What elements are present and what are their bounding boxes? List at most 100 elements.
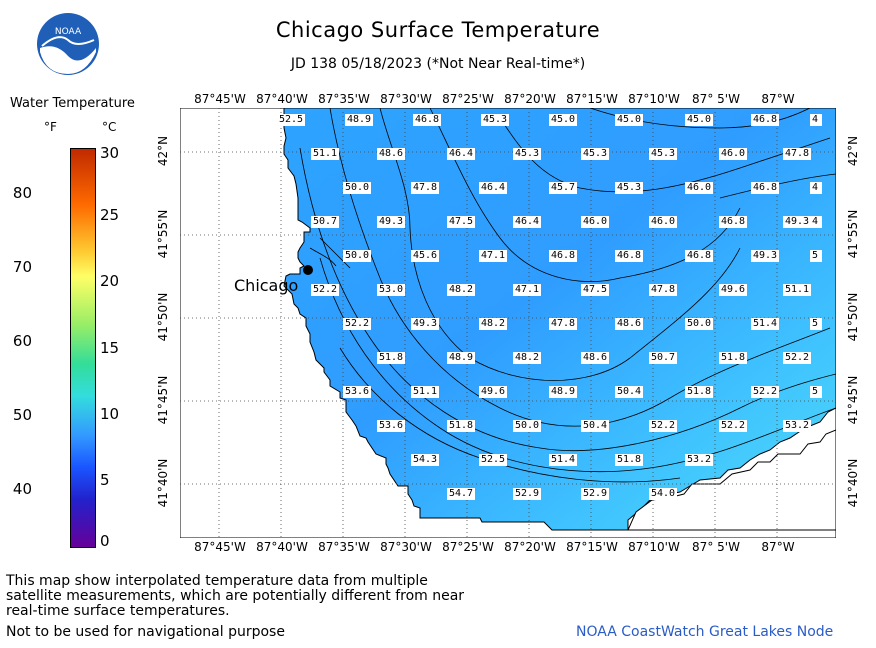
- noaa-logo: NOAA: [36, 12, 100, 76]
- temperature-value: 48.9: [549, 386, 578, 398]
- temperature-value: 52.2: [751, 386, 780, 398]
- lat-label: 41°55'N: [846, 209, 860, 259]
- lon-label: 87° 5'W: [692, 540, 740, 554]
- temperature-value: 4: [810, 114, 822, 126]
- legend-tick-c: 20: [100, 272, 120, 290]
- graticule: [180, 108, 836, 538]
- temperature-value: 46.8: [413, 114, 442, 126]
- temperature-value: 46.4: [479, 182, 508, 194]
- temperature-value: 50.0: [513, 420, 542, 432]
- lat-label: 41°50'N: [846, 292, 860, 342]
- disclaimer-text: This map show interpolated temperature d…: [6, 573, 465, 619]
- temperature-value: 45.0: [615, 114, 644, 126]
- temperature-value: 52.9: [513, 488, 542, 500]
- legend-tick-c: 25: [100, 206, 120, 224]
- legend-tick-f: 80: [12, 184, 32, 202]
- temperature-value: 50.4: [615, 386, 644, 398]
- temperature-value: 47.8: [783, 148, 812, 160]
- lon-label: 87°40'W: [256, 92, 308, 106]
- temperature-value: 48.2: [513, 352, 542, 364]
- lat-label: 42°N: [156, 135, 170, 167]
- lon-label: 87°45'W: [194, 540, 246, 554]
- temperature-value: 4: [810, 182, 822, 194]
- temperature-value: 52.2: [343, 318, 372, 330]
- legend-unit-c: °C: [102, 120, 117, 134]
- temperature-value: 5: [810, 386, 822, 398]
- temperature-value: 46.8: [549, 250, 578, 262]
- lat-labels-left: 42°N 41°55'N 41°50'N 41°45'N 41°40'N: [148, 108, 178, 538]
- temperature-value: 52.5: [479, 454, 508, 466]
- temperature-value: 49.3: [751, 250, 780, 262]
- temperature-value: 47.1: [513, 284, 542, 296]
- legend-tick-f: 70: [12, 258, 32, 276]
- lon-label: 87°10'W: [628, 92, 680, 106]
- temperature-value: 54.0: [649, 488, 678, 500]
- temperature-value: 45.3: [513, 148, 542, 160]
- lon-label: 87°15'W: [566, 540, 618, 554]
- temperature-value: 51.8: [719, 352, 748, 364]
- temperature-value: 52.5: [277, 114, 306, 126]
- temperature-value: 54.7: [447, 488, 476, 500]
- temperature-value: 48.6: [615, 318, 644, 330]
- lon-label: 87°20'W: [504, 92, 556, 106]
- temperature-value: 54.3: [411, 454, 440, 466]
- lon-labels-top: 87°45'W 87°40'W 87°35'W 87°30'W 87°25'W 87°20…: [0, 92, 876, 108]
- legend-tick-c: 10: [100, 405, 120, 423]
- temperature-value: 51.1: [411, 386, 440, 398]
- temperature-value: 46.0: [685, 182, 714, 194]
- temperature-value: 50.0: [343, 182, 372, 194]
- temperature-value: 48.6: [377, 148, 406, 160]
- page-title: Chicago Surface Temperature: [275, 18, 601, 42]
- legend-tick-f: 50: [12, 406, 32, 424]
- lat-labels-right: 42°N 41°55'N 41°50'N 41°45'N 41°40'N: [838, 108, 868, 538]
- temperature-value: 46.4: [513, 216, 542, 228]
- lat-label: 41°40'N: [846, 458, 860, 508]
- temperature-value: 53.0: [377, 284, 406, 296]
- svg-text:NOAA: NOAA: [55, 27, 82, 37]
- page-subtitle: JD 138 05/18/2023 (*Not Near Real-time*): [290, 56, 586, 72]
- temperature-value: 48.6: [581, 352, 610, 364]
- lon-label: 87° 5'W: [692, 92, 740, 106]
- temperature-value: 47.8: [649, 284, 678, 296]
- temperature-value: 47.5: [447, 216, 476, 228]
- lat-label: 41°45'N: [846, 375, 860, 425]
- temperature-value: 53.6: [343, 386, 372, 398]
- lat-label: 41°40'N: [156, 458, 170, 508]
- temperature-value: 47.8: [549, 318, 578, 330]
- temperature-value: 47.8: [411, 182, 440, 194]
- temperature-value: 5: [810, 318, 822, 330]
- temperature-value: 51.1: [783, 284, 812, 296]
- legend-tick-c: 30: [100, 144, 120, 162]
- temperature-value: 48.2: [447, 284, 476, 296]
- legend-tick-c: 0: [100, 532, 110, 550]
- noaa-logo-icon: NOAA: [37, 13, 99, 75]
- temperature-value: 46.8: [615, 250, 644, 262]
- temperature-value: 46.0: [649, 216, 678, 228]
- lat-label: 41°50'N: [156, 292, 170, 342]
- lon-label: 87°20'W: [504, 540, 556, 554]
- temperature-value: 52.9: [581, 488, 610, 500]
- temperature-value: 45.0: [685, 114, 714, 126]
- temperature-value: 51.4: [549, 454, 578, 466]
- temperature-value: 45.3: [615, 182, 644, 194]
- temperature-value: 52.2: [311, 284, 340, 296]
- temperature-value: 50.7: [311, 216, 340, 228]
- legend-tick-c: 15: [100, 339, 120, 357]
- temperature-value: 47.1: [479, 250, 508, 262]
- temperature-value: 49.6: [479, 386, 508, 398]
- legend-title: Water Temperature: [10, 96, 135, 111]
- lon-label: 87°15'W: [566, 92, 618, 106]
- temperature-value: 50.4: [581, 420, 610, 432]
- temperature-value: 46.8: [719, 216, 748, 228]
- lat-label: 41°55'N: [156, 209, 170, 259]
- temperature-value: 51.4: [751, 318, 780, 330]
- lon-label: 87°30'W: [380, 540, 432, 554]
- land-southeast: [627, 429, 836, 531]
- value-labels: 52.5 48.9 46.8 45.3 45.0 45.0 45.0 46.8 4 51.1 48.…: [180, 108, 836, 538]
- lat-label: 41°45'N: [156, 375, 170, 425]
- temperature-value: 50.7: [649, 352, 678, 364]
- temperature-value: 5: [810, 250, 822, 262]
- lon-label: 87°W: [761, 540, 795, 554]
- temperature-value: 53.2: [783, 420, 812, 432]
- temperature-value: 49.3: [783, 216, 812, 228]
